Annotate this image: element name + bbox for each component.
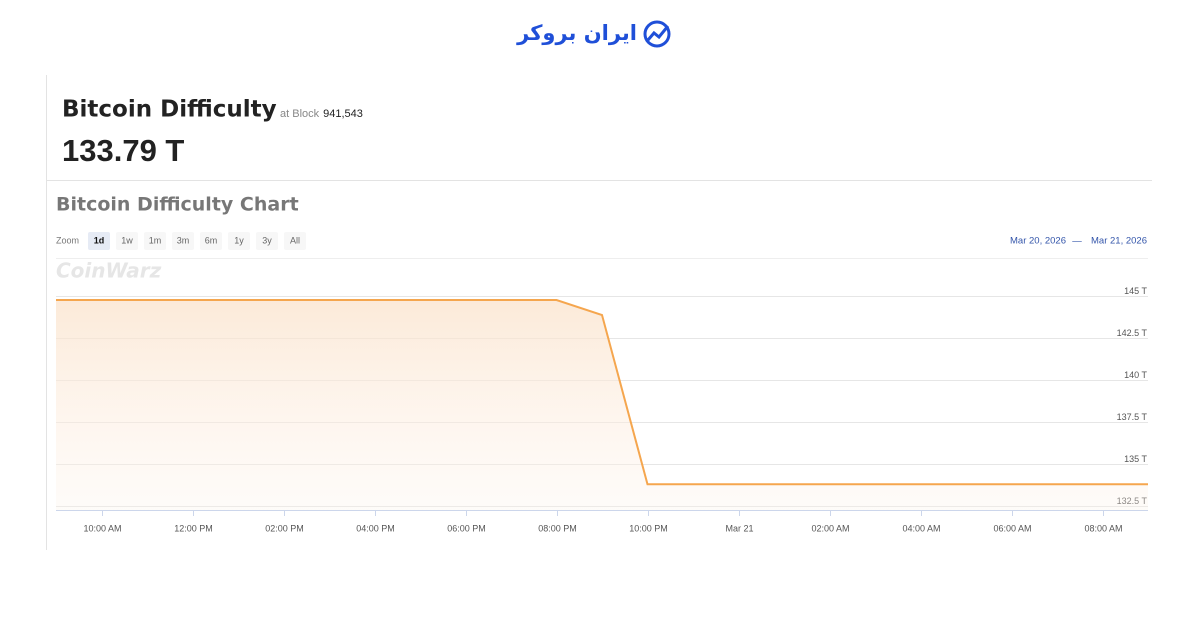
- x-tick-label: Mar 21: [725, 523, 753, 533]
- x-tick-label: 04:00 AM: [902, 523, 940, 533]
- range-separator: —: [1072, 236, 1082, 247]
- logo[interactable]: ایران بروکر: [516, 20, 671, 48]
- x-tick-label: 06:00 PM: [447, 523, 486, 533]
- zoom-button[interactable]: [172, 232, 194, 250]
- x-tick-label: 02:00 PM: [265, 523, 304, 533]
- zoom-button-label[interactable]: All: [290, 235, 300, 245]
- x-tick-label: 06:00 AM: [993, 523, 1031, 533]
- zoom-button[interactable]: [200, 232, 222, 250]
- y-tick-label: 137.5 T: [1117, 412, 1148, 422]
- zoom-button-label[interactable]: 3y: [262, 235, 272, 245]
- line: [56, 299, 1148, 486]
- difficulty-value: 133.79 T: [62, 133, 184, 168]
- y-tick-label: 140 T: [1124, 370, 1147, 380]
- zoom-button-label[interactable]: 1y: [234, 235, 244, 245]
- area-fill: [56, 300, 1148, 510]
- range-from: Mar 20, 2026: [1010, 236, 1066, 247]
- zoom-button[interactable]: [228, 232, 250, 250]
- logo-icon-line: [646, 25, 670, 41]
- x-tick-label: 08:00 AM: [1084, 523, 1122, 533]
- page-title: Bitcoin Difficulty: [62, 97, 277, 123]
- x-tick-label: 04:00 PM: [356, 523, 395, 533]
- watermark: CoinWarz: [56, 259, 162, 283]
- x-tick-label: 08:00 PM: [538, 523, 577, 533]
- y-tick-label: 145 T: [1124, 286, 1147, 296]
- zoom-button-label[interactable]: 6m: [205, 235, 218, 245]
- zoom-button[interactable]: [256, 232, 278, 250]
- zoom-button-label[interactable]: 1m: [149, 235, 162, 245]
- range-to: Mar 21, 2026: [1091, 236, 1147, 247]
- zoom-button[interactable]: [144, 232, 166, 250]
- block-prefix: at Block: [280, 108, 320, 120]
- x-tick-label: 10:00 AM: [83, 523, 121, 533]
- chart-title: Bitcoin Difficulty Chart: [56, 194, 299, 216]
- zoom-button-label[interactable]: 3m: [177, 235, 190, 245]
- zoom-button-label[interactable]: 1d: [94, 235, 105, 245]
- zoom-button-label[interactable]: 1w: [121, 235, 133, 245]
- zoom-button[interactable]: [116, 232, 138, 250]
- logo-text: ایران بروکر: [516, 21, 637, 45]
- y-tick-label: 135 T: [1124, 454, 1147, 464]
- zoom-button[interactable]: [284, 232, 306, 250]
- x-tick-label: 12:00 PM: [174, 523, 213, 533]
- logo-icon: [643, 20, 671, 48]
- zoom-label: Zoom: [56, 235, 79, 245]
- block-number: 941,543: [323, 108, 363, 120]
- x-tick-label: 10:00 PM: [629, 523, 668, 533]
- x-tick-label: 02:00 AM: [811, 523, 849, 533]
- y-tick-label: 142.5 T: [1117, 328, 1148, 338]
- zoom-button[interactable]: [88, 232, 110, 250]
